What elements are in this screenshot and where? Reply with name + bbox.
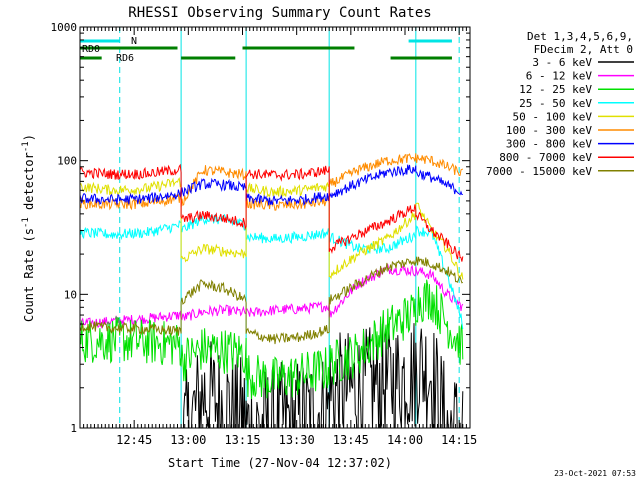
legend-label-5: 100 - 300 keV: [506, 124, 592, 137]
legend-label-3: 25 - 50 keV: [519, 97, 592, 110]
x-axis-label: Start Time (27-Nov-04 12:37:02): [168, 456, 392, 470]
rd6-flag-bar-1: [181, 56, 236, 60]
legend-label-2: 12 - 25 keV: [519, 83, 592, 96]
x-tick-label-4: 13:45: [333, 433, 369, 447]
series-line-0: [182, 323, 464, 428]
rd0-flag-bar-1: [242, 46, 355, 50]
series-line-8: [80, 256, 464, 345]
x-tick-label-3: 13:30: [279, 433, 315, 447]
rd0-flag-label: RD0: [82, 44, 100, 55]
y-tick-label-2: 100: [57, 155, 77, 168]
n-flag-label: N: [131, 36, 137, 47]
n-flag-bar-1: [408, 39, 452, 43]
y-axis-label: Count Rate (s-1 detector-1): [21, 134, 36, 322]
n-flag-bar-0: [80, 39, 120, 43]
series-line-2: [80, 279, 464, 400]
series-line-6: [80, 164, 463, 206]
series-line-7: [80, 163, 464, 262]
legend-label-0: 3 - 6 keV: [532, 56, 592, 69]
chart-title: RHESSI Observing Summary Count Rates: [128, 5, 431, 21]
series-line-4: [80, 177, 464, 280]
series-line-3: [80, 213, 464, 330]
legend-label-4: 50 - 100 keV: [513, 110, 593, 123]
x-tick-label-6: 14:15: [441, 433, 477, 447]
series-line-1: [80, 263, 464, 329]
x-tick-label-5: 14:00: [387, 433, 423, 447]
y-tick-label-0: 1: [70, 422, 77, 435]
legend-label-1: 6 - 12 keV: [526, 70, 593, 83]
rd0-flag-bar-0: [80, 46, 178, 50]
rd6-flag-bar-0: [80, 56, 102, 60]
rd6-flag-label: RD6: [116, 53, 134, 64]
legend-header-line1: Det 1,3,4,5,6,9,: [527, 30, 633, 43]
footer-date: 23-Oct-2021 07:53: [554, 469, 636, 478]
legend-label-7: 800 - 7000 keV: [499, 151, 592, 164]
legend-header-line2: FDecim 2, Att 0: [534, 43, 633, 56]
y-tick-label-1: 10: [64, 288, 77, 301]
legend-label-6: 300 - 800 keV: [506, 138, 592, 151]
x-tick-label-1: 13:00: [170, 433, 206, 447]
legend-label-8: 7000 - 15000 keV: [486, 165, 592, 178]
x-tick-label-2: 13:15: [224, 433, 260, 447]
y-tick-label-3: 1000: [51, 21, 78, 34]
x-tick-label-0: 12:45: [116, 433, 152, 447]
rd6-flag-bar-2: [390, 56, 452, 60]
